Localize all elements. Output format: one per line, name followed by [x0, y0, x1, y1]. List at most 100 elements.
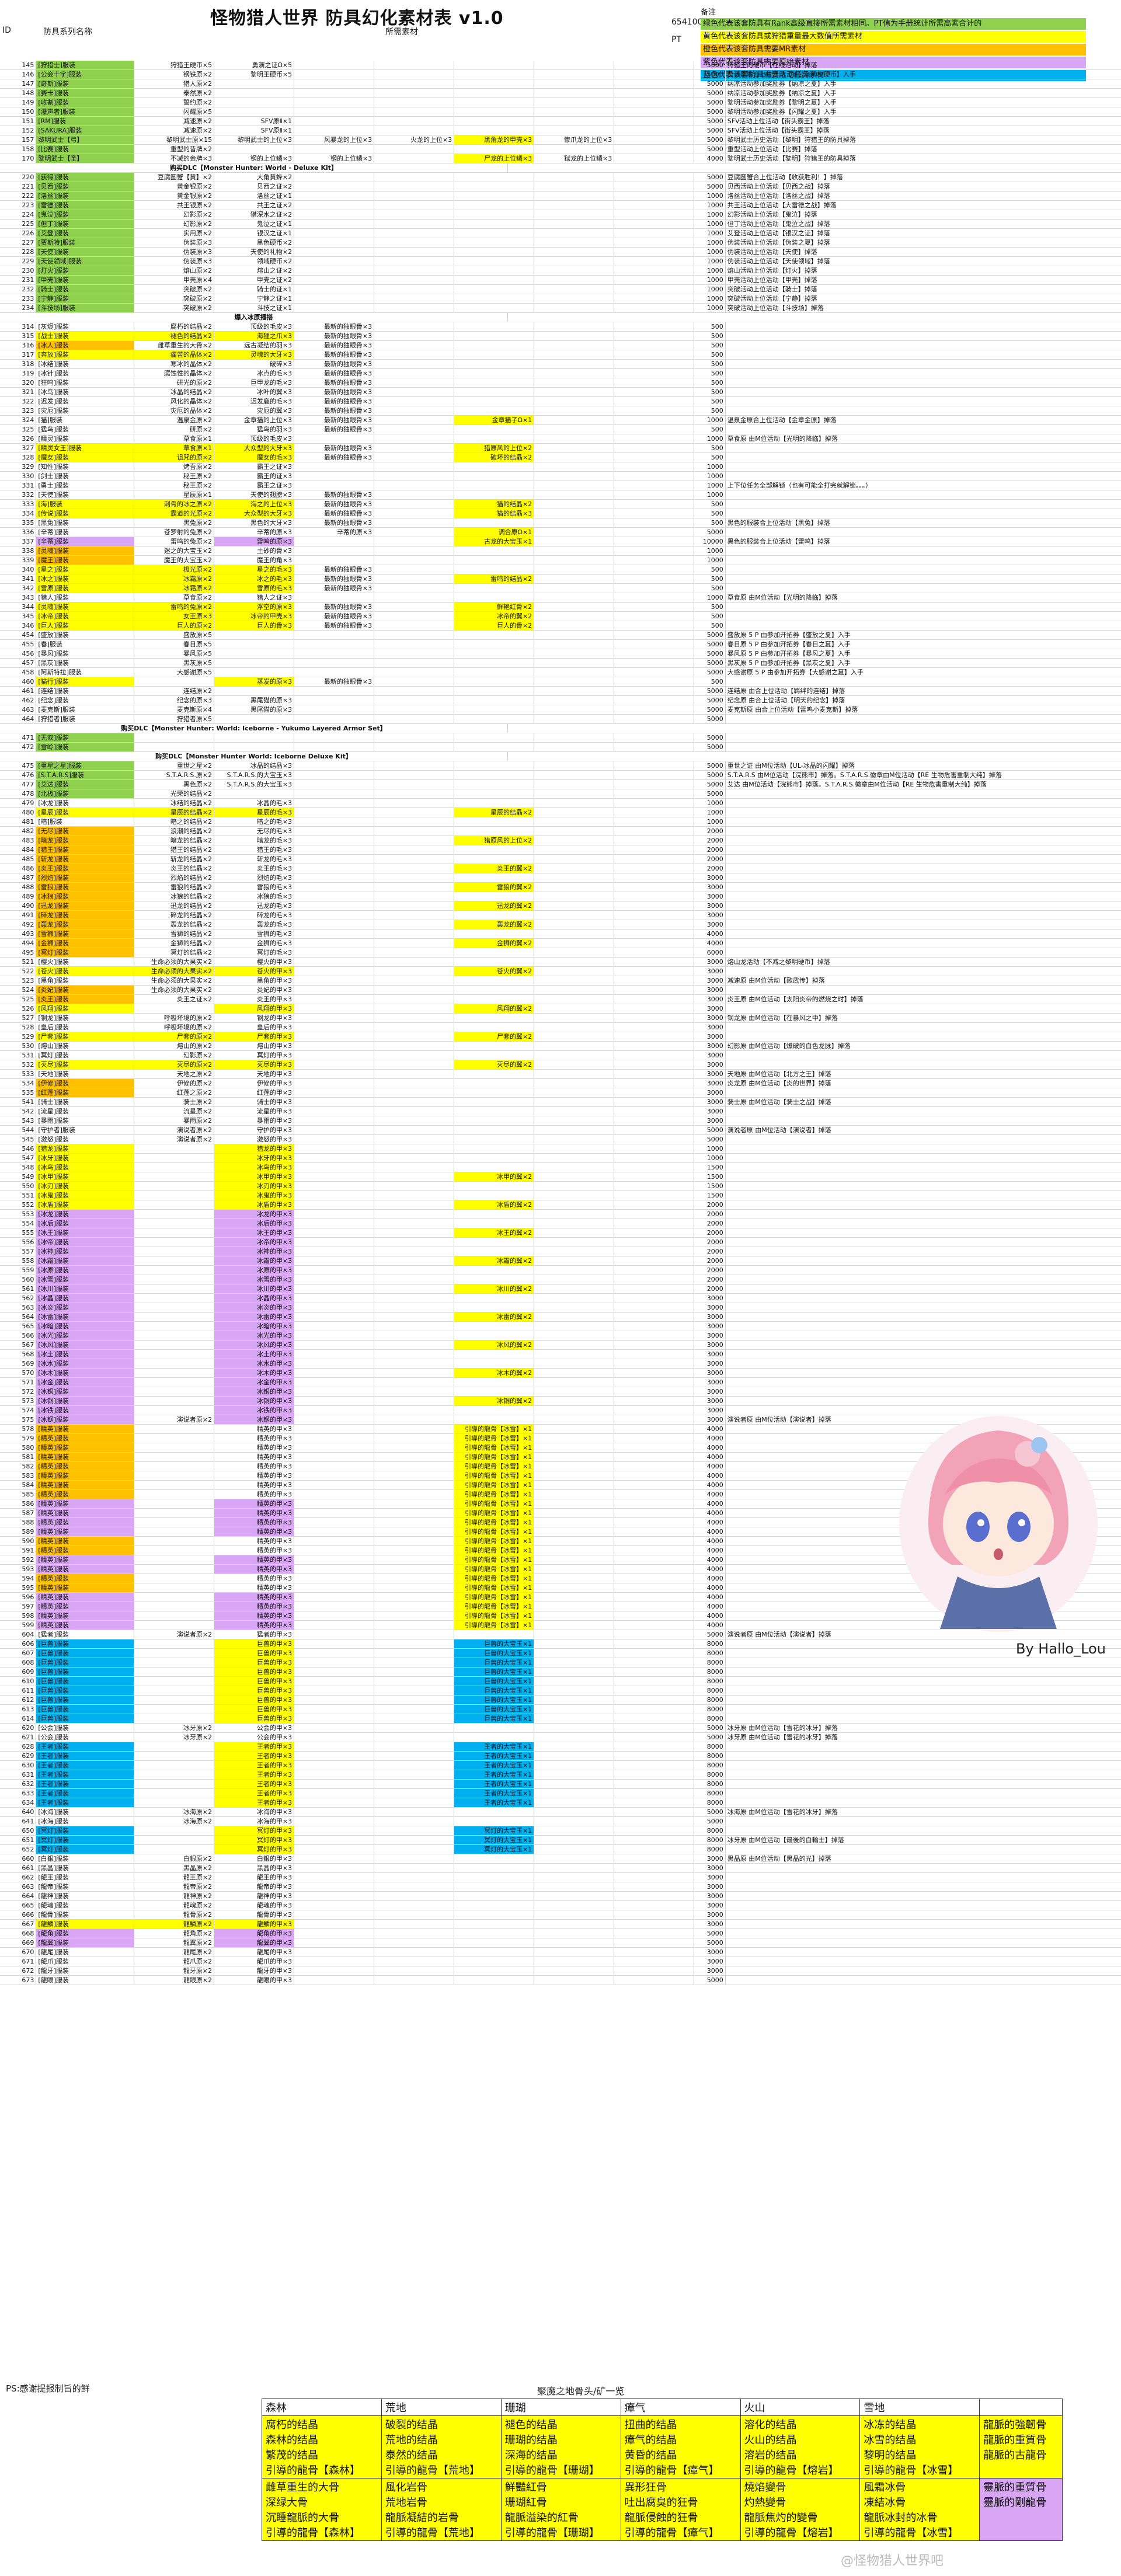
row-material: 黎明武士的上位×3 [214, 135, 295, 144]
row-material [534, 350, 615, 359]
row-material: 引導的龍骨【冰雪】×1 [454, 1593, 535, 1602]
table-row: 525 [炎王]服装 炎王之证×2 炎王的甲×3 3000 炎王原 由M位活动【太阳炎帝的… [0, 995, 1121, 1004]
table-row: 158 [比赛]服装 重型的皆牌×2 5000 重型活动上位活动【比赛】掉落 [0, 145, 1121, 154]
pt-column-header: PT [671, 35, 681, 44]
row-name: [天使领域]服装 [36, 257, 135, 266]
row-material [534, 1284, 615, 1293]
row-pt: 8000 [694, 1789, 726, 1798]
row-material [534, 1873, 615, 1882]
row-id: 323 [0, 406, 37, 415]
row-material: 钢铁原×2 [134, 70, 215, 79]
row-material [374, 537, 455, 546]
row-id: 651 [0, 1836, 37, 1844]
row-name: [冰炎]服装 [36, 1303, 135, 1312]
row-id: 456 [0, 649, 37, 658]
row-material [294, 1116, 375, 1125]
row-material [294, 79, 375, 88]
row-material [534, 659, 615, 667]
row-id: 319 [0, 369, 37, 378]
row-id: 345 [0, 612, 37, 621]
row-id: 550 [0, 1182, 37, 1190]
row-material [134, 1275, 215, 1284]
row-id: 535 [0, 1088, 37, 1097]
bottom-table-title: 聚魔之地骨头/矿一览 [537, 2386, 625, 2397]
row-material [614, 406, 695, 415]
row-material [134, 1798, 215, 1807]
row-pt: 8000 [694, 1705, 726, 1714]
row-material [214, 649, 295, 658]
row-id: 664 [0, 1892, 37, 1900]
row-id: 228 [0, 248, 37, 256]
row-material [534, 1976, 615, 1985]
row-material [374, 883, 455, 892]
row-material [294, 1453, 375, 1461]
table-row: 592 [精英]服装 精英的甲×3 引導的龍骨【冰雪】×1 4000 [0, 1555, 1121, 1565]
row-material: 冰牙原×2 [134, 1733, 215, 1742]
material-item: 引導的龍骨【瘴气】 [624, 2464, 719, 2477]
row-material [614, 1172, 695, 1181]
row-note: 伪装活动上位活动【天使】掉落 [727, 248, 817, 256]
row-material [374, 1051, 455, 1060]
row-pt: 1000 [694, 416, 726, 424]
row-pt: 5000 [694, 649, 726, 658]
row-name: [尸套]服装 [36, 1032, 135, 1041]
row-material [214, 789, 295, 798]
row-material [534, 1910, 615, 1919]
row-material: 冥灯的甲×3 [214, 1051, 295, 1060]
row-material [374, 1397, 455, 1405]
row-material [134, 1602, 215, 1611]
row-material [294, 1163, 375, 1172]
row-material [294, 911, 375, 920]
row-material [454, 257, 535, 266]
row-name: [冰结]服装 [36, 360, 135, 368]
row-name: [精英]服装 [36, 1481, 135, 1489]
row-material [614, 500, 695, 509]
row-name: [连结]服装 [36, 687, 135, 695]
row-material [534, 266, 615, 275]
row-material [534, 1593, 615, 1602]
row-material [534, 1798, 615, 1807]
row-material: 冰点的毛×3 [214, 369, 295, 378]
row-material [534, 1630, 615, 1639]
row-id: 564 [0, 1313, 37, 1321]
row-material: 迟发鹿的毛×3 [214, 397, 295, 406]
row-material [454, 1247, 535, 1256]
row-material [614, 1144, 695, 1153]
row-material [374, 1976, 455, 1985]
row-material: 精英的甲×3 [214, 1453, 295, 1461]
row-material [534, 360, 615, 368]
row-material: 腐朽的结晶×2 [134, 322, 215, 331]
row-material [454, 1163, 535, 1172]
row-material [374, 575, 455, 583]
table-row: 480 [星辰]服装 星辰的结晶×2 星辰的毛×3 星辰的结晶×2 1000 [0, 808, 1121, 817]
row-material: 冰狼的毛×3 [214, 892, 295, 901]
row-note [726, 1219, 1121, 1228]
row-name: [炎王]服装 [36, 864, 135, 873]
row-name: [精英]服装 [36, 1621, 135, 1630]
row-pt: 5000 [694, 743, 726, 751]
material-item: 扭曲的结晶 [624, 2419, 677, 2431]
row-name: [白銀]服装 [36, 1854, 135, 1863]
row-material [534, 107, 615, 116]
table-row: 150 [瀑声者]服装 闪耀原×5 5000 黎明活动参加奖励券【闪耀之夏】入手 [0, 107, 1121, 117]
row-material [294, 1499, 375, 1508]
row-material [374, 1238, 455, 1247]
row-material: 钢的上位鳞×3 [294, 154, 375, 163]
row-material [134, 1266, 215, 1275]
row-material [294, 1752, 375, 1760]
row-material: 激怒的甲×3 [214, 1135, 295, 1144]
row-id: 609 [0, 1668, 37, 1676]
row-note [726, 1172, 1121, 1181]
row-note [726, 1686, 1121, 1695]
material-item: 凍結冰骨 [864, 2497, 906, 2509]
row-material [534, 696, 615, 705]
row-material [614, 1154, 695, 1162]
row-note [726, 948, 1121, 957]
row-name: [冰鬼]服装 [36, 1191, 135, 1200]
row-name: [激怒]服装 [36, 1135, 135, 1144]
row-material [454, 1135, 535, 1144]
row-pt: 5000 [694, 1976, 726, 1985]
row-material [134, 1752, 215, 1760]
row-material [294, 1079, 375, 1088]
row-note: 纳凉活动参加奖励券【纳凉之夏】入手 [727, 80, 837, 88]
